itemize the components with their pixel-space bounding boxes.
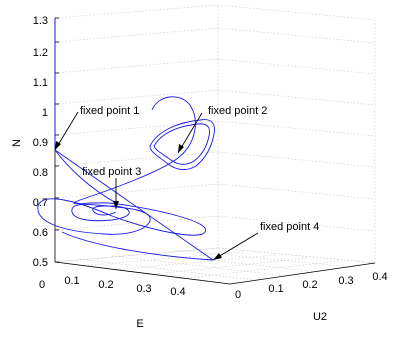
fp1-arrowhead [55, 141, 61, 150]
x-tick-label: 0.4 [170, 286, 185, 298]
x-tick-label: 0 [39, 279, 45, 291]
fp4-label: fixed point 4 [260, 221, 319, 233]
y-tick-label: 0.3 [338, 275, 353, 287]
y-tick-label: 0.4 [372, 271, 387, 283]
x-tick-labels: 0 0.1 0.2 0.3 0.4 [39, 275, 186, 298]
z-tick-label: 1 [42, 107, 48, 119]
x-axis-label: E [136, 318, 143, 330]
tick-marks [55, 17, 59, 263]
z-axis-label: N [11, 139, 23, 147]
z-tick-label: 1.1 [33, 77, 48, 89]
y-tick-label: 0 [235, 289, 241, 301]
trajectory-cycle-fp2-inner [153, 123, 210, 165]
fp2-arrowhead [178, 144, 184, 153]
trajectory-lower-branch [61, 231, 214, 261]
trajectory-cycle-fp2 [149, 119, 215, 171]
trajectory-to-fp4 [54, 149, 214, 261]
trajectory-spiral-loop [73, 96, 196, 205]
trajectories [37, 18, 215, 261]
trajectory-to-fp3 [54, 149, 119, 205]
x-tick-label: 0.1 [64, 275, 79, 287]
fp3-label: fixed point 3 [82, 166, 141, 178]
axes [54, 18, 376, 285]
fp1-label: fixed point 1 [80, 105, 139, 117]
z-tick-label: 0.8 [33, 167, 48, 179]
z-tick-labels: 0.5 0.6 0.7 0.8 0.9 1 1.1 1.2 1.3 [33, 15, 48, 269]
z-tick-label: 0.7 [33, 197, 48, 209]
z-tick-label: 0.9 [33, 137, 48, 149]
x-tick-label: 0.3 [136, 283, 151, 295]
fp4-arrowhead [213, 253, 222, 260]
fp3-arrowhead [113, 201, 119, 209]
z-tick-label: 0.6 [33, 227, 48, 239]
grid [54, 4, 376, 285]
y-axis-label: U2 [313, 311, 327, 323]
y-tick-labels: 0 0.1 0.2 0.3 0.4 [235, 271, 388, 301]
trajectory-spiral [37, 198, 206, 236]
z-tick-label: 1.2 [33, 47, 48, 59]
z-tick-label: 0.5 [33, 257, 48, 269]
fp2-label: fixed point 2 [208, 105, 267, 117]
z-tick-label: 1.3 [33, 15, 48, 27]
annotation-arrows [54, 111, 259, 261]
y-tick-label: 0.2 [302, 279, 317, 291]
y-tick-label: 0.1 [268, 283, 283, 295]
x-tick-label: 0.2 [98, 279, 113, 291]
